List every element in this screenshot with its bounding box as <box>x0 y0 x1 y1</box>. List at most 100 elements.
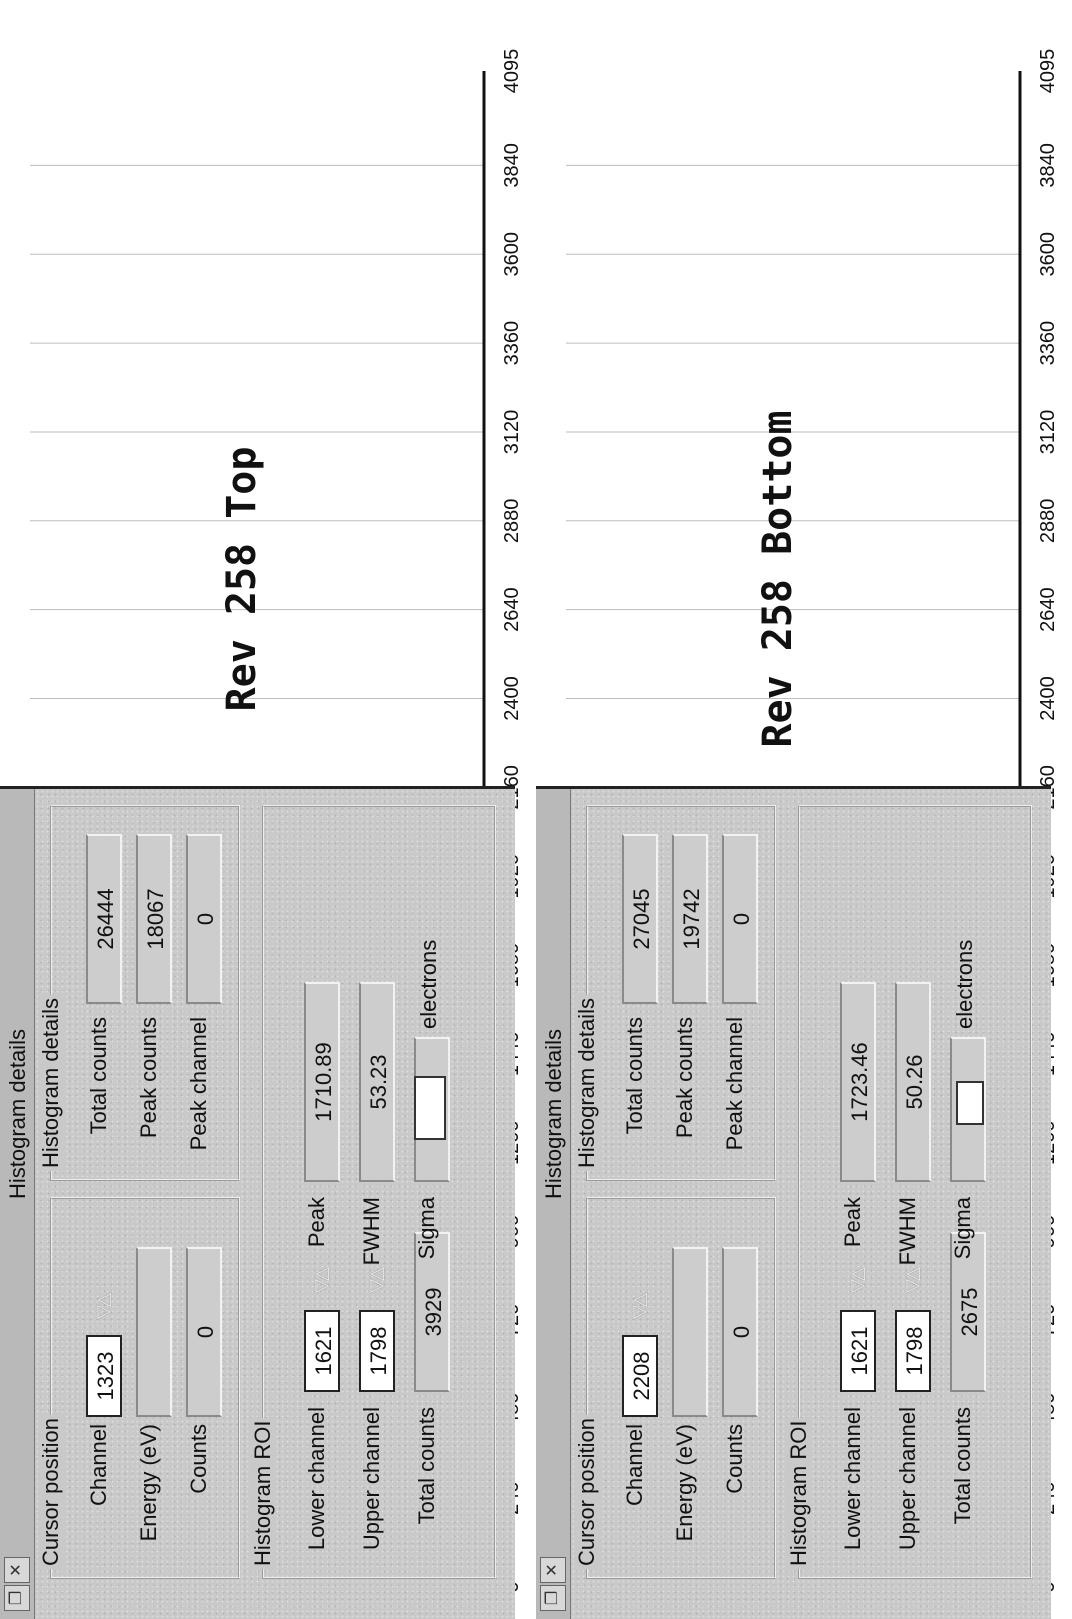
bottom-peak-field: 1723.46 <box>840 982 876 1182</box>
bottom-fwhm-label: FWHM <box>895 1197 920 1266</box>
top-channel-spinner-icon[interactable]: ▽△ <box>93 1295 113 1319</box>
bottom-cursor-position-group: Cursor position Channel 2208 ▽△ Energy (… <box>574 1197 776 1579</box>
top-histogram-roi-label: Histogram ROI <box>250 1417 276 1569</box>
top-window-title: Histogram details <box>5 1029 30 1199</box>
top-peak-field: 1710.89 <box>304 982 340 1182</box>
top-x-tick-label: 4095 <box>501 49 523 94</box>
bottom-x-tick-label: 3120 <box>1037 410 1059 455</box>
bottom-cursor-position-label: Cursor position <box>574 1415 600 1569</box>
top-upper-channel-spinner-icon[interactable]: ▽△ <box>366 1269 386 1293</box>
bottom-peak-counts-label: Peak counts <box>672 1017 697 1139</box>
bottom-histogram-roi-group: Histogram ROI Lower channel 1621 ▽△ Uppe… <box>786 805 1032 1579</box>
top-sigma-field <box>414 1037 450 1182</box>
top-window-restore-icon[interactable]: ❐ <box>4 1585 30 1611</box>
top-histogram-area: 0240480720960120014401680192021602400264… <box>0 49 536 1619</box>
bottom-fwhm-field: 50.26 <box>895 982 931 1182</box>
bottom-counts-label: Counts <box>722 1424 747 1494</box>
bottom-x-tick-label: 3840 <box>1037 143 1059 188</box>
bottom-channel-label: Channel <box>622 1424 647 1506</box>
bottom-energy-label: Energy (eV) <box>672 1424 697 1542</box>
top-total-counts-label: Total counts <box>86 1017 111 1135</box>
top-cursor-position-label: Cursor position <box>38 1415 64 1569</box>
top-upper-channel-input[interactable]: 1798 <box>359 1310 395 1392</box>
top-x-tick-label: 2880 <box>501 499 523 544</box>
top-x-tick-label: 3840 <box>501 143 523 188</box>
bottom-details-window: ❐ ✕ Histogram details Cursor position Ch… <box>536 786 1072 1619</box>
top-histogram-roi-group: Histogram ROI Lower channel 1621 ▽△ Uppe… <box>250 805 496 1579</box>
top-peak-counts-label: Peak counts <box>136 1017 161 1139</box>
bottom-peak-counts-field: 19742 <box>672 834 708 1004</box>
bottom-window-titlebar[interactable]: ❐ ✕ Histogram details <box>536 789 571 1619</box>
bottom-histogram-details-label: Histogram details <box>574 995 600 1171</box>
top-energy-field <box>136 1247 172 1417</box>
bottom-counts-field: 0 <box>722 1247 758 1417</box>
top-window-titlebar[interactable]: ❐ ✕ Histogram details <box>0 789 35 1619</box>
top-x-tick-label: 2400 <box>501 676 523 721</box>
bottom-plot-title: Rev 258 Bottom <box>755 410 801 747</box>
bottom-x-tick-label: 2880 <box>1037 499 1059 544</box>
bottom-total-counts-label: Total counts <box>622 1017 647 1135</box>
bottom-upper-channel-input[interactable]: 1798 <box>895 1310 931 1392</box>
top-roi-total-counts-label: Total counts <box>414 1407 439 1525</box>
top-window-body: ❐ ✕ Histogram details Cursor position Ch… <box>0 786 515 1619</box>
top-lower-channel-label: Lower channel <box>304 1407 329 1551</box>
top-peak-label: Peak <box>304 1197 329 1248</box>
top-counts-field: 0 <box>186 1247 222 1417</box>
top-channel-label: Channel <box>86 1424 111 1506</box>
bottom-histogram-details-group: Histogram details Total counts 27045 Pea… <box>574 805 776 1181</box>
bottom-sigma-field <box>950 1037 986 1182</box>
bottom-lower-channel-spinner-icon[interactable]: ▽△ <box>847 1269 867 1293</box>
top-upper-channel-label: Upper channel <box>359 1407 384 1551</box>
top-lower-channel-input[interactable]: 1621 <box>304 1310 340 1392</box>
top-peak-channel-label: Peak channel <box>186 1017 211 1151</box>
bottom-lower-channel-input[interactable]: 1621 <box>840 1310 876 1392</box>
top-cursor-position-group: Cursor position Channel 1323 ▽△ Energy (… <box>38 1197 240 1579</box>
top-channel-input[interactable]: 1323 <box>86 1335 122 1417</box>
top-lower-channel-spinner-icon[interactable]: ▽△ <box>311 1269 331 1293</box>
bottom-channel-spinner-icon[interactable]: ▽△ <box>629 1295 649 1319</box>
top-sigma-label: Sigma <box>414 1197 439 1260</box>
bottom-window-body: ❐ ✕ Histogram details Cursor position Ch… <box>536 786 1051 1619</box>
top-fwhm-field: 53.23 <box>359 982 395 1182</box>
bottom-electrons-unit: electrons <box>952 939 977 1029</box>
bottom-total-counts-field: 27045 <box>622 834 658 1004</box>
top-x-tick-label: 2640 <box>501 587 523 632</box>
top-counts-label: Counts <box>186 1424 211 1494</box>
bottom-x-tick-label: 4095 <box>1037 49 1059 94</box>
top-electrons-unit: electrons <box>416 939 441 1029</box>
bottom-upper-channel-label: Upper channel <box>895 1407 920 1551</box>
bottom-peak-channel-field: 0 <box>722 834 758 1004</box>
top-peak-counts-field: 18067 <box>136 834 172 1004</box>
top-window-close-icon[interactable]: ✕ <box>4 1557 30 1583</box>
top-histogram-details-group: Histogram details Total counts 26444 Pea… <box>38 805 240 1181</box>
bottom-window-close-icon[interactable]: ✕ <box>540 1557 566 1583</box>
bottom-x-tick-label: 2400 <box>1037 676 1059 721</box>
bottom-channel-input[interactable]: 2208 <box>622 1335 658 1417</box>
bottom-histogram-area: 0240480720960120014401680192021602400264… <box>536 0 1072 1619</box>
top-peak-channel-field: 0 <box>186 834 222 1004</box>
top-x-tick-label: 3120 <box>501 410 523 455</box>
bottom-lower-channel-label: Lower channel <box>840 1407 865 1551</box>
top-x-tick-label: 3360 <box>501 321 523 366</box>
top-sigma-input[interactable] <box>414 1076 446 1140</box>
top-total-counts-field: 26444 <box>86 834 122 1004</box>
top-energy-label: Energy (eV) <box>136 1424 161 1542</box>
top-details-window: ❐ ✕ Histogram details Cursor position Ch… <box>0 786 536 1619</box>
bottom-peak-channel-label: Peak channel <box>722 1017 747 1151</box>
top-histogram-details-label: Histogram details <box>38 995 64 1171</box>
top-x-tick-label: 3600 <box>501 232 523 277</box>
bottom-peak-label: Peak <box>840 1197 865 1248</box>
bottom-sigma-label: Sigma <box>950 1197 975 1260</box>
bottom-energy-field <box>672 1247 708 1417</box>
bottom-x-tick-label: 3360 <box>1037 321 1059 366</box>
bottom-roi-total-counts-label: Total counts <box>950 1407 975 1525</box>
bottom-x-tick-label: 2640 <box>1037 587 1059 632</box>
bottom-x-tick-label: 3600 <box>1037 232 1059 277</box>
bottom-window-restore-icon[interactable]: ❐ <box>540 1585 566 1611</box>
bottom-histogram-roi-label: Histogram ROI <box>786 1417 812 1569</box>
bottom-upper-channel-spinner-icon[interactable]: ▽△ <box>902 1269 922 1293</box>
bottom-window-title: Histogram details <box>541 1029 566 1199</box>
bottom-sigma-input[interactable] <box>956 1081 984 1125</box>
top-plot-title: Rev 258 Top <box>219 447 265 712</box>
